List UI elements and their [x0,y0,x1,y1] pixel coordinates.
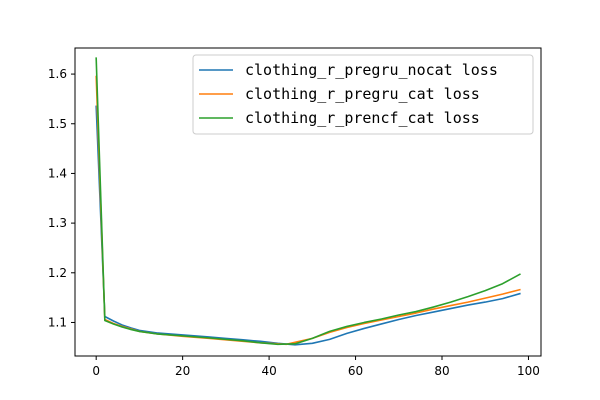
y-tick-label: 1.3 [48,216,67,230]
x-tick-label: 40 [261,364,276,378]
y-tick-label: 1.2 [48,266,67,280]
legend-label-2: clothing_r_prencf_cat loss [245,109,480,127]
legend-box [192,54,534,135]
series-layer [95,57,521,346]
x-tick-label: 100 [517,364,540,378]
y-tick-label: 1.5 [48,117,67,131]
x-axis: 0 20 40 60 80 100 [92,356,540,378]
y-axis: 1.1 1.2 1.3 1.4 1.5 1.6 [48,67,75,329]
x-tick-label: 0 [92,364,100,378]
y-tick-label: 1.6 [48,67,67,81]
x-tick-label: 80 [434,364,449,378]
legend-label-0: clothing_r_pregru_nocat loss [245,61,498,79]
x-tick-label: 20 [175,364,190,378]
legend: clothing_r_pregru_nocat loss clothing_r_p… [192,54,534,135]
x-tick-label: 60 [348,364,363,378]
series-line-0 [95,105,521,346]
series-line-2 [95,57,521,346]
y-tick-label: 1.1 [48,315,67,329]
plot-frame [74,47,542,357]
y-tick-label: 1.4 [48,166,67,180]
legend-label-1: clothing_r_pregru_cat loss [245,85,480,103]
